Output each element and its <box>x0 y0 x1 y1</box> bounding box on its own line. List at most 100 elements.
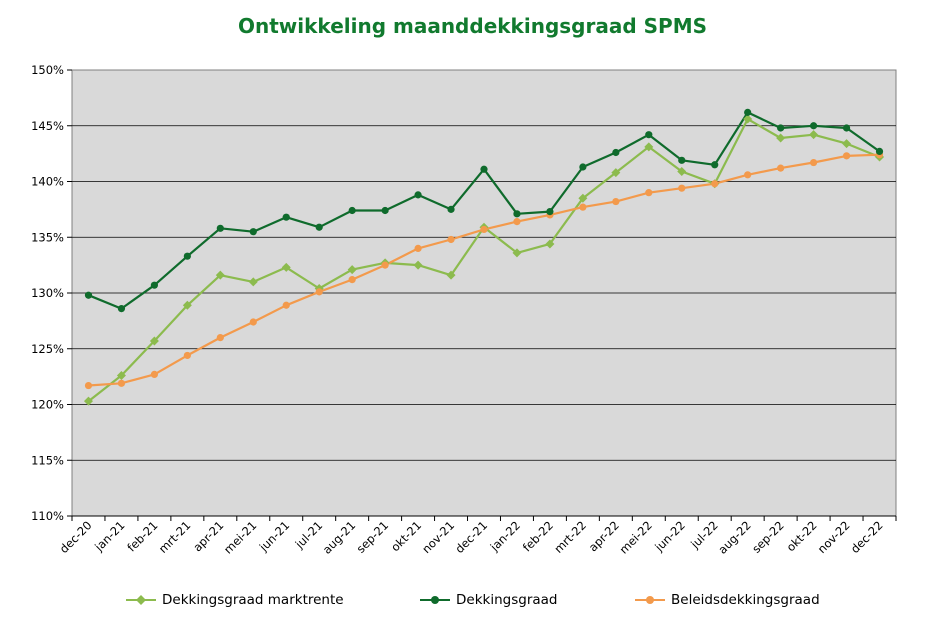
data-point <box>348 206 356 215</box>
data-point <box>83 396 93 406</box>
data-point <box>282 301 290 309</box>
chart-title: Ontwikkeling maanddekkingsgraad SPMS <box>238 14 707 38</box>
data-point <box>612 197 620 206</box>
data-point <box>480 225 488 234</box>
data-point <box>711 180 719 188</box>
data-point <box>810 158 818 167</box>
data-point <box>84 291 93 299</box>
x-tick-label: sep-22 <box>749 518 787 556</box>
data-point <box>117 379 126 387</box>
x-tick-label: apr-21 <box>190 518 226 554</box>
gridlines <box>72 125 896 461</box>
x-tick-label: jan-22 <box>487 518 523 554</box>
y-tick-label: 150% <box>31 63 64 77</box>
data-point <box>678 156 686 164</box>
legend-label-beleidsdekkingsgraad: Beleidsdekkingsgraad <box>671 592 820 608</box>
data-point <box>611 168 621 178</box>
data-point <box>776 133 786 143</box>
y-axis: 110% 115% 120% 125% 130% 135% 140% 145% 150% <box>31 63 72 523</box>
data-point <box>347 265 357 275</box>
data-point <box>281 262 291 272</box>
data-point <box>150 370 158 378</box>
data-point <box>84 381 93 390</box>
data-point <box>875 147 884 155</box>
y-tick-label: 145% <box>31 119 64 133</box>
legend-item-beleidsdekkingsgraad: Beleidsdekkingsgraad <box>635 588 820 612</box>
data-point <box>513 218 521 226</box>
data-point <box>183 351 191 360</box>
data-point <box>546 208 554 216</box>
data-point <box>249 228 257 236</box>
data-point <box>381 206 389 215</box>
data-point <box>644 142 654 152</box>
x-tick-label: mrt-21 <box>156 518 194 556</box>
legend-marker-dekkingsgraad <box>420 596 450 604</box>
data-point <box>809 130 819 140</box>
data-point <box>447 235 455 244</box>
data-point <box>744 171 752 179</box>
data-point <box>513 210 521 218</box>
x-tick-label: mrt-22 <box>551 518 589 556</box>
x-tick-label: jan-21 <box>91 518 127 554</box>
legend-marker-beleidsdekkingsgraad <box>635 596 665 604</box>
x-tick-label: mei-22 <box>617 518 655 556</box>
y-tick-label: 115% <box>31 453 64 467</box>
legend: Dekkingsgraad marktrente Dekkingsgraad B… <box>0 588 945 612</box>
data-point <box>480 165 488 173</box>
data-point <box>645 189 653 197</box>
x-tick-label: nov-22 <box>815 518 853 556</box>
data-point <box>282 213 290 221</box>
y-tick-label: 130% <box>31 286 64 300</box>
y-tick-label: 140% <box>31 175 64 189</box>
legend-marker-marktrente <box>126 595 156 605</box>
data-point <box>249 318 257 326</box>
x-tick-label: dec-21 <box>452 518 490 556</box>
data-point <box>315 288 323 296</box>
data-point <box>116 371 126 381</box>
y-tick-label: 110% <box>31 509 64 523</box>
data-point <box>645 131 653 139</box>
data-point <box>744 108 752 116</box>
line-chart: 110% 115% 120% 125% 130% 135% 140% 145% 150% dec… <box>31 63 897 557</box>
data-point <box>315 223 323 231</box>
data-point <box>447 205 455 213</box>
x-tick-label: mei-21 <box>221 518 259 556</box>
data-point <box>678 184 686 192</box>
data-point <box>149 336 159 346</box>
data-point <box>348 276 356 284</box>
x-tick-label: nov-21 <box>419 518 457 556</box>
y-tick-label: 120% <box>31 398 64 412</box>
y-tick-label: 125% <box>31 342 64 356</box>
x-tick-label: feb-21 <box>124 518 160 554</box>
x-tick-label: dec-20 <box>57 518 95 556</box>
y-tick-label: 135% <box>31 230 64 244</box>
data-point <box>777 124 785 132</box>
data-point <box>183 252 191 260</box>
data-point <box>248 277 258 287</box>
x-tick-label: aug-21 <box>320 518 358 556</box>
x-tick-label: sep-21 <box>354 518 392 556</box>
x-tick-label: okt-22 <box>784 518 820 554</box>
data-point <box>578 193 588 203</box>
data-point <box>579 163 587 171</box>
data-point <box>810 122 818 130</box>
data-point <box>842 152 851 160</box>
data-point <box>215 270 225 280</box>
data-point <box>743 114 753 124</box>
data-point <box>117 305 126 313</box>
data-point <box>413 260 423 270</box>
data-point <box>150 281 158 289</box>
x-tick-label: dec-22 <box>848 518 886 556</box>
x-tick-label: feb-22 <box>520 518 556 554</box>
data-point <box>446 270 456 280</box>
x-tick-label: okt-21 <box>388 518 424 554</box>
data-point <box>777 164 785 172</box>
legend-item-dekkingsgraad: Dekkingsgraad <box>420 588 557 612</box>
data-point <box>612 148 620 157</box>
data-point <box>216 334 224 342</box>
series-markers <box>83 108 885 406</box>
x-tick-label: jun-22 <box>651 518 687 554</box>
data-point <box>512 248 522 258</box>
x-tick-label: aug-22 <box>715 518 753 556</box>
